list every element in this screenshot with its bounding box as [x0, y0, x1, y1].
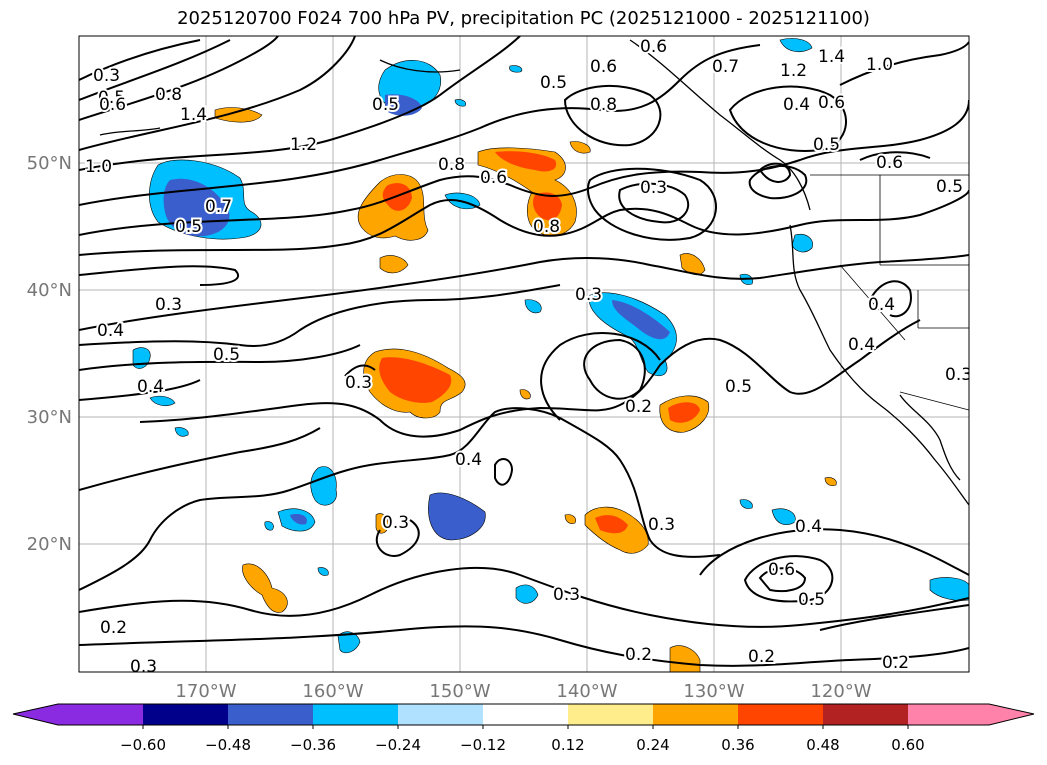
positive-anomaly-shading	[214, 107, 837, 672]
contour-label: 0.5	[372, 95, 399, 115]
lat-label-40n: 40°N	[27, 280, 72, 301]
contour-label: 0.6	[768, 560, 795, 580]
colorbar-ticks	[142, 725, 909, 729]
contour-label: 0.3	[553, 585, 580, 605]
contour-label: 0.3	[345, 373, 372, 393]
contour-label: 0.4	[848, 335, 875, 355]
colorbar-segment	[568, 704, 654, 725]
contour-label: 0.6	[590, 57, 617, 77]
contour-label: 1.4	[818, 47, 845, 67]
colorbar-tick-label: 0.36	[721, 736, 754, 754]
contour-label: 0.2	[625, 397, 652, 417]
colorbar-tick-label: −0.12	[460, 736, 506, 754]
lat-label-30n: 30°N	[27, 407, 72, 428]
contour-label: 0.8	[155, 85, 182, 105]
colorbar-over-triangle	[989, 704, 1034, 725]
contour-label: 0.3	[130, 657, 157, 677]
contour-label: 1.2	[290, 135, 317, 155]
contour-label: 0.8	[533, 217, 560, 237]
colorbar-segment	[738, 704, 824, 725]
contour-label: 0.3	[155, 295, 182, 315]
lat-label-50n: 50°N	[27, 153, 72, 174]
contour-labels: 0.3 0.5 0.6 0.8 1.4 1.0 1.2 0.7 0.5 0.3 …	[83, 36, 972, 677]
contour-label: 0.2	[882, 653, 909, 673]
contour-label: 0.2	[748, 647, 775, 667]
contour-label: 1.0	[85, 157, 112, 177]
colorbar-tick-label: 0.24	[636, 736, 669, 754]
contour-label: 0.5	[813, 135, 840, 155]
contour-label: 0.4	[783, 95, 810, 115]
contour-label: 1.0	[866, 55, 893, 75]
negative-anomaly-shading	[132, 38, 969, 654]
latitude-labels: 50°N 40°N 30°N 20°N	[27, 153, 72, 555]
lon-label-170w: 170°W	[175, 681, 236, 702]
map-area	[79, 36, 969, 672]
colorbar-tick-label: 0.60	[891, 736, 924, 754]
contour-label: 0.3	[93, 66, 120, 86]
colorbar-segment	[58, 704, 144, 725]
contour-label: 0.5	[540, 73, 567, 93]
contour-label: 0.4	[137, 377, 164, 397]
contour-label: 0.5	[798, 590, 825, 610]
contour-label: 0.8	[438, 155, 465, 175]
contour-label: 0.5	[213, 345, 240, 365]
contour-label: 0.4	[795, 517, 822, 537]
colorbar-outline	[12, 703, 1035, 726]
colorbar-under-triangle	[13, 704, 58, 725]
contour-label: 0.6	[640, 37, 667, 57]
lat-label-20n: 20°N	[27, 534, 72, 555]
contour-label: 0.3	[575, 285, 602, 305]
contour-label: 0.4	[868, 295, 895, 315]
contour-label: 0.5	[98, 88, 125, 108]
lon-label-140w: 140°W	[556, 681, 617, 702]
contour-label: 0.5	[936, 177, 963, 197]
colorbar: −0.60 −0.48 −0.36 −0.24 −0.12 0.12 0.24 …	[12, 703, 1035, 754]
contour-label: 1.2	[780, 61, 807, 81]
lon-label-130w: 130°W	[683, 681, 744, 702]
lon-label-160w: 160°W	[302, 681, 363, 702]
colorbar-segment	[143, 704, 229, 725]
colorbar-segment	[228, 704, 314, 725]
contour-label: 0.6	[818, 93, 845, 113]
contour-label: 0.3	[648, 515, 675, 535]
colorbar-tick-label: −0.60	[120, 736, 166, 754]
colorbar-segment	[653, 704, 739, 725]
colorbar-segment	[823, 704, 909, 725]
colorbar-tick-label: 0.12	[551, 736, 584, 754]
contour-label: 0.3	[382, 513, 409, 533]
contour-label: 1.4	[180, 105, 207, 125]
contour-label: 0.5	[175, 217, 202, 237]
contour-label: 0.6	[480, 168, 507, 188]
longitude-labels: 170°W 160°W 150°W 140°W 130°W 120°W	[175, 681, 871, 702]
colorbar-segment	[483, 704, 569, 725]
contour-label: 0.2	[100, 618, 127, 638]
map-frame	[78, 35, 970, 673]
colorbar-tick-labels: −0.60 −0.48 −0.36 −0.24 −0.12 0.12 0.24 …	[120, 736, 925, 754]
contour-label: 0.3	[640, 178, 667, 198]
pv-contours	[79, 36, 969, 667]
contour-label: 0.8	[590, 95, 617, 115]
colorbar-tick-label: −0.48	[205, 736, 251, 754]
colorbar-tick-label: −0.24	[375, 736, 421, 754]
contour-label: 0.6	[99, 95, 126, 115]
colorbar-tick-label: −0.36	[290, 736, 336, 754]
colorbar-segment	[908, 704, 989, 725]
contour-label: 0.2	[625, 645, 652, 665]
contour-label: 0.4	[97, 321, 124, 341]
lon-label-150w: 150°W	[429, 681, 490, 702]
contour-label: 0.6	[876, 153, 903, 173]
contour-label: 0.4	[455, 450, 482, 470]
colorbar-tick-label: 0.48	[806, 736, 839, 754]
colorbar-segment	[313, 704, 399, 725]
political-borders	[810, 174, 969, 411]
figure-title: 2025120700 F024 700 hPa PV, precipitatio…	[177, 8, 870, 29]
colorbar-segment	[398, 704, 484, 725]
coastlines	[99, 39, 969, 506]
contour-label: 0.5	[725, 377, 752, 397]
contour-label: 0.7	[205, 197, 232, 217]
contour-label: 0.3	[945, 365, 972, 385]
contour-label: 0.7	[712, 57, 739, 77]
lon-label-120w: 120°W	[810, 681, 871, 702]
